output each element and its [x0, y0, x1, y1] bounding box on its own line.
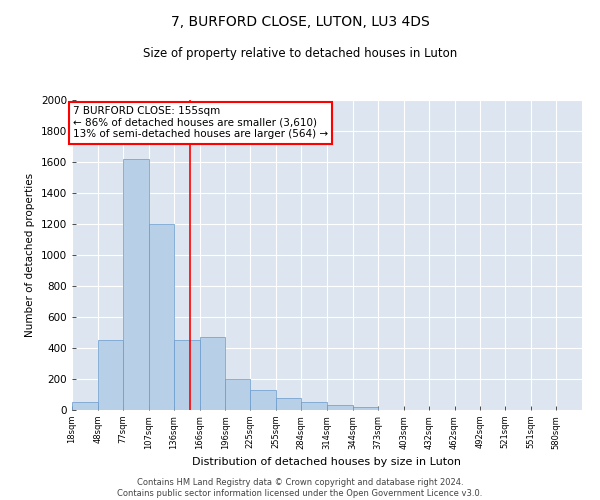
X-axis label: Distribution of detached houses by size in Luton: Distribution of detached houses by size …: [193, 457, 461, 467]
Bar: [98, 340, 123, 410]
Text: 7 BURFORD CLOSE: 155sqm
← 86% of detached houses are smaller (3,610)
13% of semi: 7 BURFORD CLOSE: 155sqm ← 86% of detache…: [73, 106, 328, 140]
Bar: [353, 407, 378, 410]
Bar: [72, 402, 98, 410]
Text: Contains HM Land Registry data © Crown copyright and database right 2024.
Contai: Contains HM Land Registry data © Crown c…: [118, 478, 482, 498]
Text: 7, BURFORD CLOSE, LUTON, LU3 4DS: 7, BURFORD CLOSE, LUTON, LU3 4DS: [170, 15, 430, 29]
Bar: [327, 406, 353, 410]
Bar: [149, 224, 173, 410]
Bar: [276, 398, 301, 410]
Bar: [301, 402, 327, 410]
Y-axis label: Number of detached properties: Number of detached properties: [25, 173, 35, 337]
Bar: [123, 159, 149, 410]
Bar: [226, 379, 250, 410]
Bar: [173, 340, 199, 410]
Bar: [199, 337, 226, 410]
Bar: [250, 390, 276, 410]
Text: Size of property relative to detached houses in Luton: Size of property relative to detached ho…: [143, 48, 457, 60]
